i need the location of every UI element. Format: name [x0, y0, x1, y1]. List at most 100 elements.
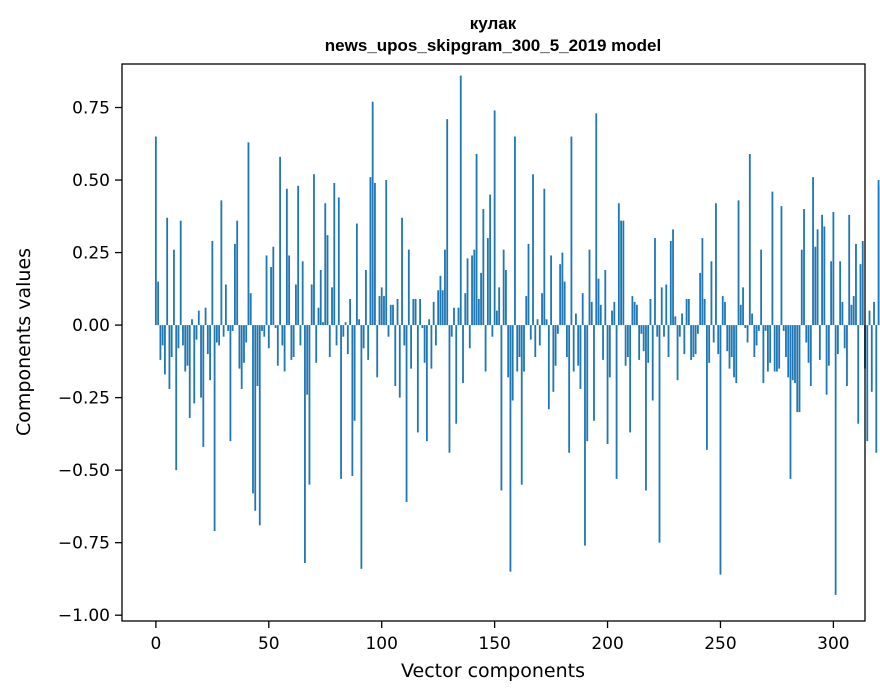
bar — [753, 325, 756, 357]
bar — [299, 325, 302, 346]
bar — [744, 325, 747, 328]
bar — [204, 307, 207, 326]
bar — [218, 325, 221, 346]
bar — [274, 325, 277, 328]
bar — [502, 249, 505, 326]
bar — [258, 325, 261, 526]
bar — [570, 136, 573, 326]
bar — [439, 275, 442, 326]
bar — [450, 325, 453, 337]
bar — [333, 182, 336, 326]
bar — [371, 101, 374, 326]
bar — [825, 325, 828, 395]
bar — [464, 293, 467, 326]
bar — [346, 325, 349, 355]
bar — [489, 194, 492, 326]
bar — [170, 325, 173, 357]
bar — [629, 325, 632, 433]
bar — [482, 209, 485, 326]
y-tick-label: −0.50 — [58, 461, 110, 481]
bar — [710, 261, 713, 326]
bar — [425, 325, 428, 442]
bar — [742, 287, 744, 326]
bar — [193, 325, 196, 404]
bar — [523, 325, 525, 372]
bar — [313, 174, 315, 326]
bar — [617, 203, 620, 326]
bar — [663, 325, 665, 337]
bar — [367, 325, 370, 360]
bar — [642, 325, 645, 352]
bar — [773, 325, 776, 372]
bars — [154, 75, 880, 595]
bar — [471, 255, 473, 326]
bar — [568, 325, 571, 453]
bar — [175, 325, 178, 471]
bar — [626, 325, 629, 357]
bar — [444, 249, 446, 326]
bar — [448, 325, 451, 453]
bar — [414, 298, 417, 326]
bar — [229, 325, 232, 442]
bar — [870, 325, 873, 392]
bar — [818, 325, 821, 360]
bar — [344, 322, 347, 326]
bar — [556, 325, 559, 334]
bar — [407, 249, 410, 326]
x-tick-label: 0 — [150, 634, 161, 654]
bar — [252, 325, 254, 494]
bar — [651, 325, 654, 401]
bar — [285, 188, 288, 326]
x-tick-label: 250 — [704, 634, 736, 654]
bar — [200, 325, 202, 398]
y-tick-label: −1.00 — [58, 606, 110, 626]
bar — [563, 281, 566, 326]
bar — [272, 246, 275, 326]
bar — [559, 264, 562, 326]
bar — [428, 319, 431, 326]
bar — [202, 325, 205, 447]
bar — [276, 325, 279, 366]
bar — [498, 287, 501, 326]
bar — [624, 325, 627, 366]
bar — [374, 182, 376, 326]
y-tick-label: −0.25 — [58, 389, 110, 409]
bar — [857, 325, 860, 424]
bar — [572, 325, 575, 372]
bar — [678, 325, 681, 337]
bar — [823, 226, 826, 326]
bar — [552, 325, 555, 392]
bar — [816, 229, 819, 326]
bar — [166, 217, 169, 326]
y-tick-label: 0.25 — [72, 244, 110, 264]
bar — [665, 284, 668, 326]
bar — [394, 325, 397, 387]
bar — [459, 75, 462, 326]
bar — [602, 325, 604, 360]
bar — [355, 223, 358, 326]
bar — [412, 298, 415, 326]
bar — [211, 240, 214, 326]
bar — [850, 304, 853, 326]
bar — [326, 235, 329, 326]
bar — [875, 325, 878, 453]
bar — [771, 191, 774, 326]
bar — [796, 325, 799, 413]
bar — [803, 209, 805, 326]
bar — [656, 325, 659, 337]
bar — [846, 325, 848, 387]
bar — [247, 142, 250, 326]
bar — [805, 325, 808, 343]
bar — [706, 325, 708, 450]
bar — [509, 325, 512, 572]
bar — [376, 325, 379, 378]
bar — [437, 290, 440, 326]
bar — [432, 301, 435, 326]
bar — [224, 284, 227, 326]
bar — [279, 156, 281, 326]
bar — [672, 229, 674, 326]
bar — [306, 325, 309, 395]
bar — [787, 325, 790, 378]
